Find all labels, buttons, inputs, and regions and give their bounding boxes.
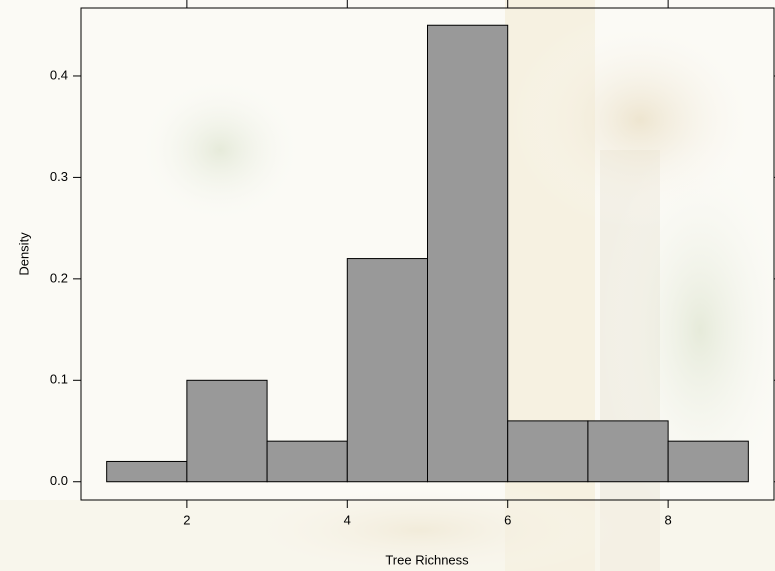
x-tick-label: 6 bbox=[504, 512, 511, 527]
x-tick-label: 8 bbox=[665, 512, 672, 527]
y-tick-label: 0.0 bbox=[50, 473, 68, 488]
x-tick-label: 4 bbox=[344, 512, 351, 527]
bar bbox=[266, 440, 348, 483]
y-tick-label: 0.1 bbox=[50, 372, 68, 387]
bar bbox=[587, 420, 669, 483]
y-tick-label: 0.2 bbox=[50, 270, 68, 285]
bar bbox=[346, 258, 428, 483]
plot-frame bbox=[80, 7, 775, 501]
y-tick-label: 0.3 bbox=[50, 169, 68, 184]
bar bbox=[427, 24, 509, 483]
bar bbox=[106, 460, 188, 483]
y-tick-label: 0.4 bbox=[50, 67, 68, 82]
bar bbox=[667, 440, 749, 483]
x-tick-label: 2 bbox=[183, 512, 190, 527]
y-axis-label: Density bbox=[16, 232, 31, 276]
bar bbox=[507, 420, 589, 483]
bar bbox=[186, 379, 268, 483]
x-axis-label: Tree Richness bbox=[385, 552, 469, 567]
